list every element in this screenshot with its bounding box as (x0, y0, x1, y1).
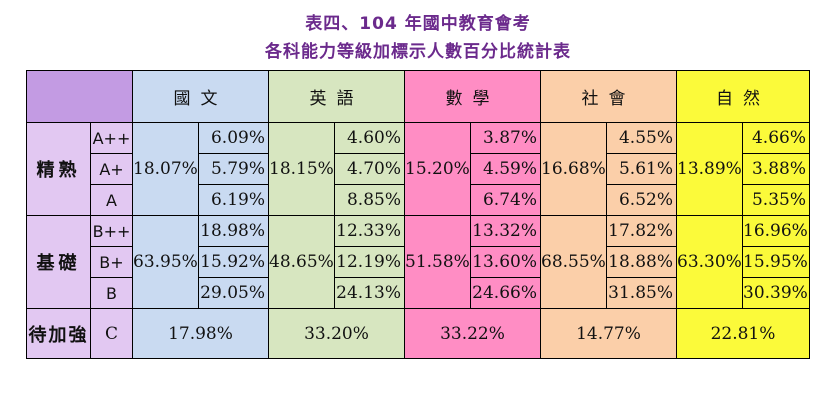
level-value-science: 15.95% (742, 246, 810, 278)
level-value-math: 3.87% (470, 122, 541, 154)
level-value-chinese: 6.09% (198, 122, 269, 154)
c-value-social: 14.77% (540, 308, 677, 359)
level-value-science: 16.96% (742, 215, 810, 247)
level-label: A+ (90, 153, 133, 185)
level-value-science: 4.66% (742, 122, 810, 154)
level-label: B (90, 277, 133, 309)
subject-header-math: 數學 (404, 70, 541, 123)
group-total-english: 48.65% (268, 215, 335, 309)
group-label-basic: 基礎 (26, 215, 91, 309)
level-label-c: C (90, 308, 133, 359)
level-value-english: 24.13% (334, 277, 405, 309)
group-total-chinese: 18.07% (132, 122, 199, 216)
group-total-social: 16.68% (540, 122, 607, 216)
group-total-math: 51.58% (404, 215, 471, 309)
level-value-math: 13.60% (470, 246, 541, 278)
level-label: B++ (90, 215, 133, 247)
subject-header-social: 社會 (540, 70, 677, 123)
level-value-english: 4.60% (334, 122, 405, 154)
level-value-math: 4.59% (470, 153, 541, 185)
level-value-chinese: 5.79% (198, 153, 269, 185)
level-value-chinese: 18.98% (198, 215, 269, 247)
level-label: B+ (90, 246, 133, 278)
level-value-science: 5.35% (742, 184, 810, 216)
level-value-english: 12.19% (334, 246, 405, 278)
group-label-needs-improvement: 待加強 (26, 308, 91, 359)
level-value-english: 12.33% (334, 215, 405, 247)
level-value-social: 17.82% (606, 215, 677, 247)
group-total-science: 63.30% (676, 215, 743, 309)
level-value-science: 30.39% (742, 277, 810, 309)
c-value-english: 33.20% (268, 308, 405, 359)
c-value-science: 22.81% (676, 308, 810, 359)
c-value-chinese: 17.98% (132, 308, 269, 359)
table-subtitle: 各科能力等級加標示人數百分比統計表 (265, 42, 571, 62)
level-value-chinese: 29.05% (198, 277, 269, 309)
level-label: A++ (90, 122, 133, 154)
group-label-excellent: 精熟 (26, 122, 91, 216)
level-value-science: 3.88% (742, 153, 810, 185)
subject-header-chinese: 國文 (132, 70, 269, 123)
level-value-social: 6.52% (606, 184, 677, 216)
level-value-math: 13.32% (470, 215, 541, 247)
group-total-english: 18.15% (268, 122, 335, 216)
corner-header-cell (26, 70, 133, 123)
level-value-social: 5.61% (606, 153, 677, 185)
level-value-math: 24.66% (470, 277, 541, 309)
level-value-english: 4.70% (334, 153, 405, 185)
table-title: 表四、104 年國中教育會考 (305, 14, 531, 34)
subject-header-science: 自然 (676, 70, 810, 123)
level-value-social: 4.55% (606, 122, 677, 154)
group-total-math: 15.20% (404, 122, 471, 216)
level-value-chinese: 6.19% (198, 184, 269, 216)
level-value-chinese: 15.92% (198, 246, 269, 278)
level-value-social: 31.85% (606, 277, 677, 309)
level-value-math: 6.74% (470, 184, 541, 216)
level-label: A (90, 184, 133, 216)
level-value-social: 18.88% (606, 246, 677, 278)
group-total-chinese: 63.95% (132, 215, 199, 309)
level-value-english: 8.85% (334, 184, 405, 216)
subject-header-english: 英語 (268, 70, 405, 123)
group-total-science: 13.89% (676, 122, 743, 216)
score-distribution-table: 國文 英語 數學 社會 自然 精熟 A++ 18.07% 6.09% 18.15… (26, 70, 810, 359)
c-value-math: 33.22% (404, 308, 541, 359)
group-total-social: 68.55% (540, 215, 607, 309)
